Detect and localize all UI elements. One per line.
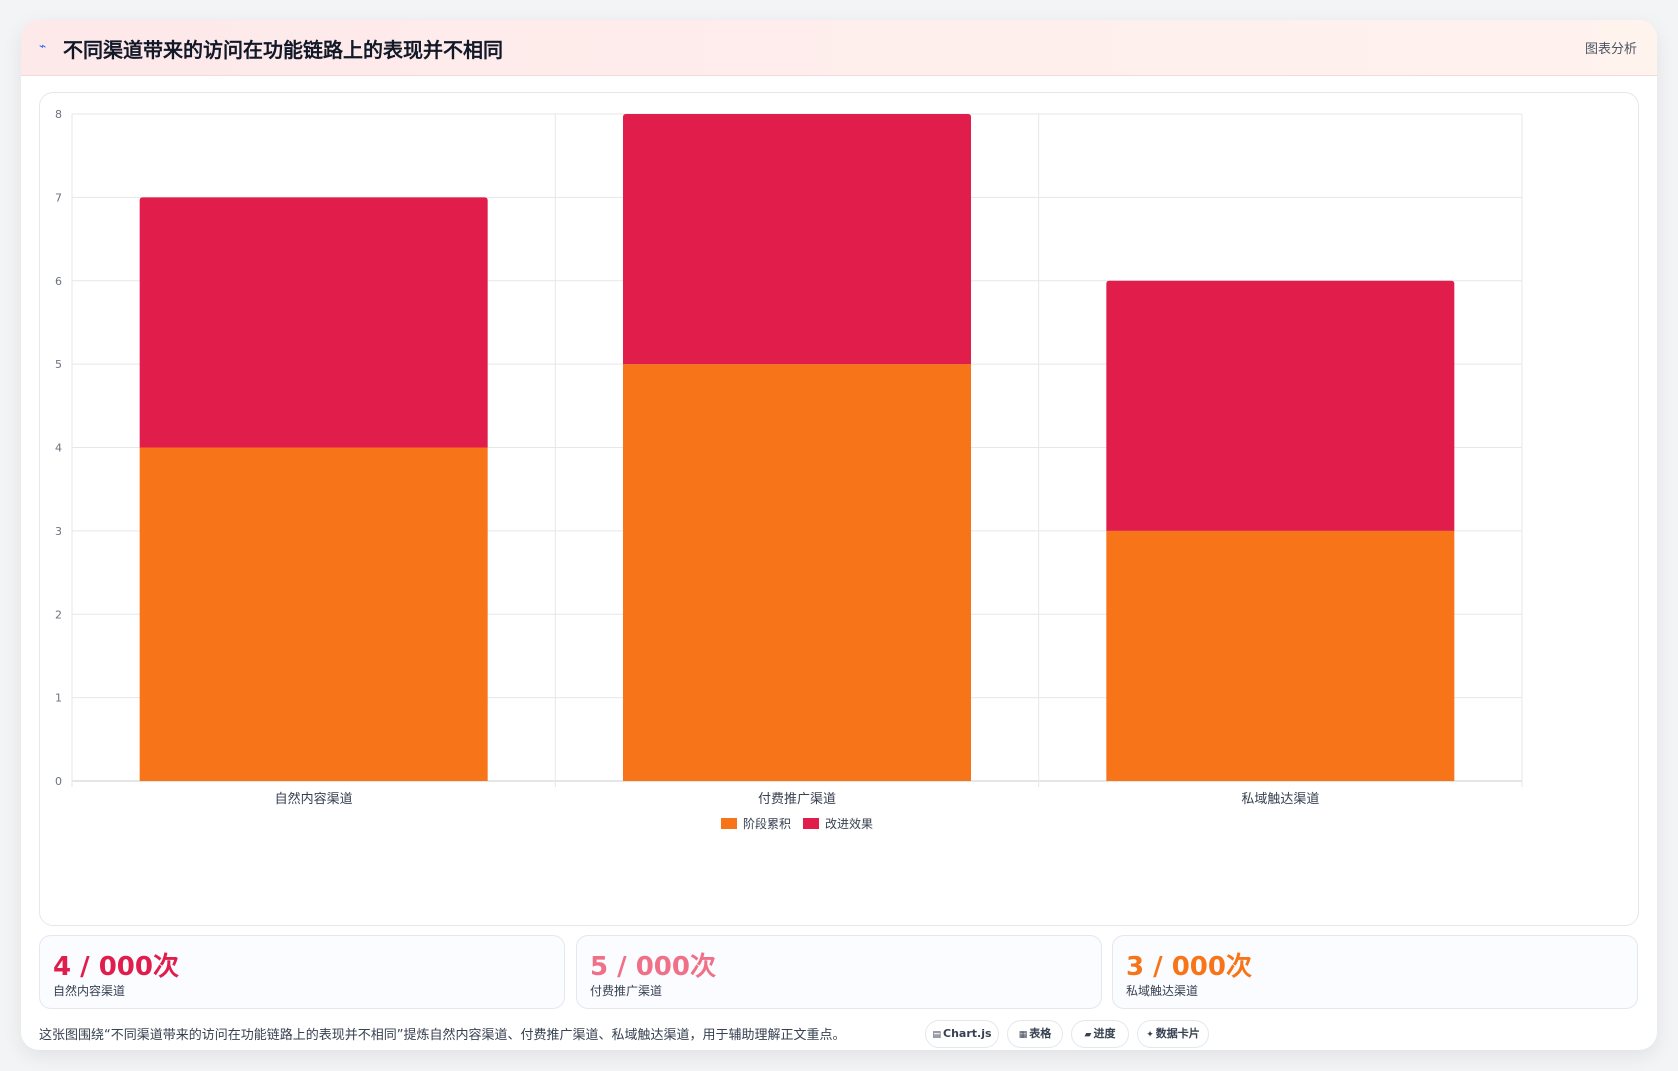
- y-tick-label: 2: [55, 608, 62, 621]
- stat-value: 3 / 000次: [1126, 952, 1252, 982]
- y-tick-label: 7: [55, 191, 62, 204]
- card-title: 不同渠道带来的访问在功能链路上的表现并不相同: [63, 38, 503, 62]
- legend-swatch: [803, 818, 819, 829]
- chart-analysis-tag[interactable]: 图表分析: [1584, 42, 1637, 57]
- chip-chartjs[interactable]: ▤ Chart.js: [925, 1020, 999, 1048]
- stat-card: 4 / 000次 自然内容渠道: [39, 935, 565, 1009]
- trend-line-icon: ⌁: [39, 39, 47, 53]
- chip-progress[interactable]: ▰ 进度: [1071, 1020, 1129, 1048]
- y-tick-label: 4: [55, 442, 62, 455]
- legend-label: 改进效果: [825, 816, 873, 831]
- sparkle-icon: ✦: [1146, 1030, 1154, 1040]
- stat-label: 私域触达渠道: [1126, 984, 1199, 998]
- chip-table[interactable]: ▦ 表格: [1007, 1020, 1063, 1048]
- y-tick-label: 6: [55, 275, 62, 288]
- legend-swatch: [721, 818, 737, 829]
- x-tick-label: 私域触达渠道: [1241, 792, 1319, 807]
- bar-segment: [139, 447, 488, 781]
- legend-label: 阶段累积: [743, 816, 791, 831]
- x-tick-label: 付费推广渠道: [758, 792, 836, 807]
- stat-value: 5 / 000次: [590, 952, 716, 982]
- chip-label: Chart.js: [943, 1027, 992, 1040]
- stat-value: 4 / 000次: [53, 952, 179, 982]
- y-tick-label: 5: [55, 358, 62, 371]
- card-header: ⌁ 不同渠道带来的访问在功能链路上的表现并不相同 图表分析: [21, 20, 1657, 76]
- chart-panel: 0 1 2 3 4 5 6 7 8 自然内容渠道 付费推广渠道 私域触达渠道阶段累积 改进效果: [39, 92, 1639, 926]
- y-tick-label: 0: [55, 775, 62, 788]
- stat-card: 3 / 000次 私域触达渠道: [1112, 935, 1638, 1009]
- bar-segment: [1106, 530, 1455, 781]
- stat-label: 付费推广渠道: [590, 984, 663, 998]
- bar-segment: [623, 364, 971, 781]
- stat-cards: 4 / 000次 自然内容渠道 5 / 000次 付费推广渠道 3 / 000次…: [39, 935, 1638, 1009]
- chart-icon: ▤: [932, 1030, 941, 1040]
- progress-icon: ▰: [1084, 1030, 1092, 1040]
- stat-label: 自然内容渠道: [53, 984, 126, 998]
- y-tick-label: 3: [55, 525, 62, 538]
- bar-segment: [139, 197, 488, 448]
- bar-segment: [1106, 280, 1455, 531]
- x-tick-label: 自然内容渠道: [275, 791, 353, 807]
- chip-label: 进度: [1093, 1027, 1116, 1040]
- table-icon: ▦: [1018, 1030, 1028, 1040]
- bar-segment: [623, 114, 971, 365]
- y-tick-label: 1: [55, 692, 62, 705]
- chip-label: 表格: [1029, 1027, 1052, 1040]
- stat-card: 5 / 000次 付费推广渠道: [576, 935, 1102, 1009]
- chip-label: 数据卡片: [1155, 1027, 1200, 1040]
- chip-data-card[interactable]: ✦ 数据卡片: [1137, 1020, 1209, 1048]
- chart-caption: 这张图围绕“不同渠道带来的访问在功能链路上的表现并不相同”提炼自然内容渠道、付费…: [39, 1028, 846, 1043]
- y-tick-label: 8: [55, 108, 62, 121]
- chart-card: ⌁ 不同渠道带来的访问在功能链路上的表现并不相同 图表分析 0 1 2 3 4 5 6 7 8 自…: [21, 20, 1657, 1050]
